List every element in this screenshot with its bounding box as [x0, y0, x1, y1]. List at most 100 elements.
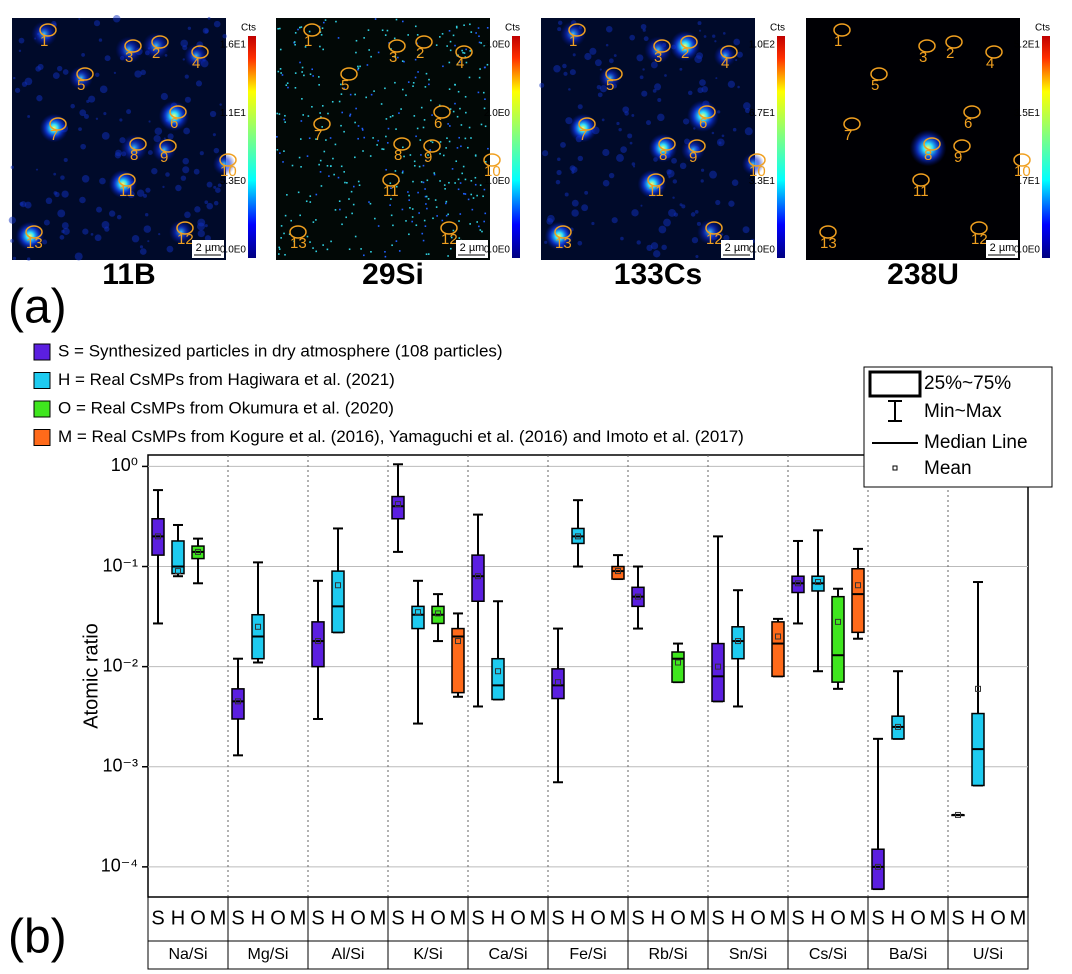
noise [401, 208, 404, 211]
noise [736, 51, 743, 58]
box-legend-label: Mean [924, 458, 972, 479]
noise [413, 115, 416, 117]
noise [391, 115, 394, 117]
noise [450, 236, 453, 239]
noise [569, 69, 576, 76]
noise [668, 208, 676, 217]
particle-outline [945, 35, 963, 49]
noise [357, 137, 359, 140]
noise [368, 201, 370, 203]
noise [463, 24, 465, 27]
noise [324, 19, 327, 21]
noise [433, 172, 436, 174]
noise [700, 168, 705, 172]
noise [119, 118, 123, 122]
noise [694, 209, 699, 214]
noise [277, 70, 280, 73]
noise [112, 14, 121, 23]
series-column-label: H [331, 907, 345, 929]
noise [341, 223, 343, 226]
mean [775, 633, 781, 640]
noise [299, 26, 301, 29]
particle-signal [115, 36, 143, 64]
noise [297, 28, 299, 31]
noise [321, 126, 323, 128]
noise [731, 179, 739, 186]
noise [470, 31, 473, 33]
noise [372, 137, 374, 139]
noise [339, 208, 341, 211]
noise [636, 54, 644, 62]
noise [445, 200, 448, 203]
noise [385, 135, 387, 138]
noise [409, 207, 411, 209]
noise [460, 124, 463, 126]
noise [331, 100, 334, 103]
noise [426, 179, 429, 182]
noise [640, 204, 643, 207]
noise [679, 67, 683, 71]
noise [483, 45, 486, 47]
particle-signal [687, 100, 719, 132]
particle-outline [313, 117, 331, 131]
noise [99, 177, 106, 185]
particle-signal [120, 134, 148, 162]
noise [427, 253, 430, 255]
x-tick-label: K/Si [413, 946, 442, 963]
noise [679, 162, 687, 170]
colorbar-label: 1.0E0 [484, 176, 511, 187]
noise [469, 23, 471, 26]
noise [441, 219, 444, 222]
particle-outline [219, 153, 237, 167]
noise [348, 248, 351, 251]
noise [449, 125, 451, 127]
noise [439, 141, 442, 143]
mean [635, 593, 641, 600]
noise [448, 30, 451, 32]
noise [286, 82, 289, 85]
noise [483, 220, 485, 223]
noise [184, 74, 189, 79]
noise [430, 99, 432, 102]
noise [206, 202, 214, 210]
noise [389, 116, 392, 118]
noise [390, 214, 393, 217]
noise [283, 232, 285, 235]
noise [715, 199, 721, 206]
mean [555, 679, 561, 686]
series-column-label: S [231, 907, 244, 929]
noise [597, 92, 603, 98]
noise [568, 88, 571, 91]
noise [184, 211, 191, 219]
noise [279, 152, 281, 154]
box [671, 651, 685, 683]
noise [484, 125, 487, 128]
noise [458, 220, 460, 222]
box-legend-label: Median Line [924, 432, 1028, 453]
noise [363, 136, 366, 139]
noise [449, 247, 452, 250]
noise [10, 165, 15, 169]
noise [326, 165, 329, 167]
particle-outline [705, 221, 723, 235]
series-column-label: S [791, 907, 804, 929]
noise [448, 140, 451, 143]
noise [299, 61, 301, 64]
noise [475, 32, 477, 34]
noise [305, 200, 308, 203]
series-column-label: O [430, 907, 446, 929]
particle-number: 13 [820, 235, 837, 252]
particle-outline [455, 45, 473, 59]
colorbar-label: 1.6E1 [220, 40, 247, 51]
noise [403, 155, 405, 158]
noise [140, 69, 146, 76]
noise [293, 41, 296, 43]
noise [276, 135, 278, 138]
noise [293, 240, 295, 243]
scale-bar-box [721, 240, 753, 258]
noise [222, 33, 227, 39]
noise [474, 176, 477, 179]
noise [411, 216, 414, 218]
noise [444, 188, 446, 190]
noise [468, 76, 471, 79]
